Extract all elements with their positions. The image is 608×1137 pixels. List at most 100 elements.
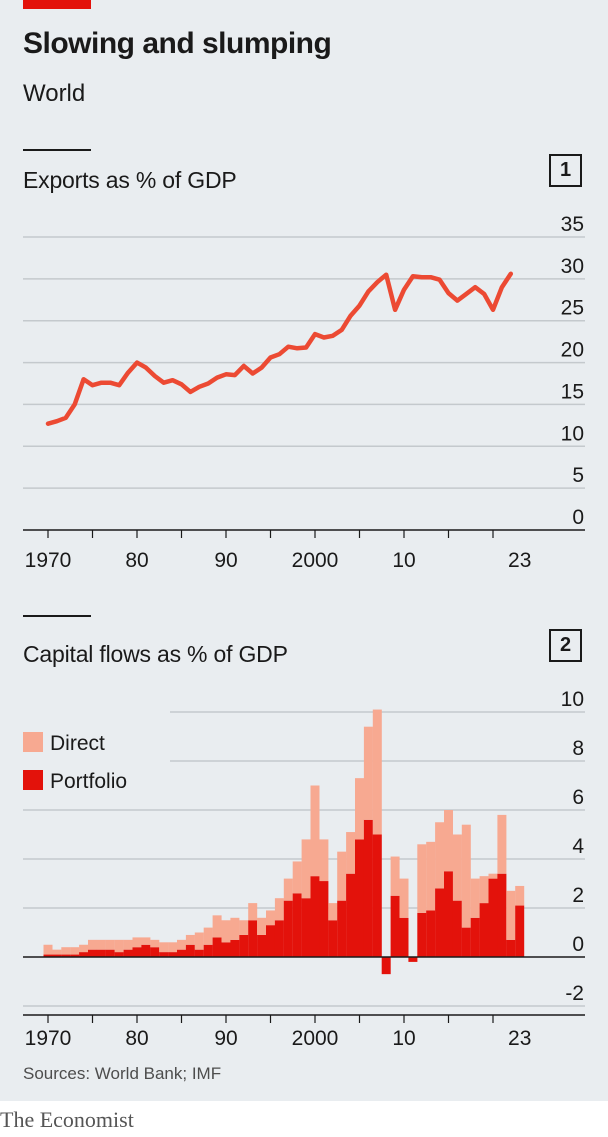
portfolio-bar <box>328 920 338 957</box>
portfolio-bar <box>417 912 427 957</box>
direct-bar <box>328 903 338 921</box>
direct-bar <box>123 939 133 950</box>
direct-bar <box>177 939 186 950</box>
portfolio-bar <box>105 949 115 957</box>
y-tick-label: 0 <box>572 933 584 956</box>
direct-bar <box>266 910 275 926</box>
y-tick-label: 15 <box>561 380 584 403</box>
chart1-number-badge: 1 <box>549 154 582 187</box>
portfolio-bar <box>301 898 311 957</box>
y-tick-label: 6 <box>572 786 584 809</box>
x-tick-label: 90 <box>214 1027 237 1050</box>
y-tick-label: -2 <box>565 982 584 1005</box>
portfolio-bar <box>310 876 320 957</box>
portfolio-bar <box>283 900 293 957</box>
direct-bar <box>399 878 409 918</box>
direct-bar <box>283 878 293 901</box>
portfolio-bar <box>177 949 186 957</box>
y-tick-label: 5 <box>572 464 584 487</box>
portfolio-bar <box>346 873 356 957</box>
portfolio-bar <box>319 881 329 957</box>
direct-bar <box>515 885 525 906</box>
x-tick-label: 80 <box>125 549 148 572</box>
portfolio-bar <box>266 925 275 957</box>
direct-bar <box>114 939 124 953</box>
portfolio-bar <box>185 944 195 957</box>
chart2-rule <box>23 615 91 617</box>
portfolio-bar <box>452 900 462 957</box>
y-tick-label: 30 <box>561 255 584 278</box>
y-tick-label: 25 <box>561 297 584 320</box>
direct-bar <box>390 856 400 896</box>
x-tick-label: 2000 <box>292 549 339 572</box>
portfolio-bar <box>114 952 124 957</box>
portfolio-bar <box>274 920 284 957</box>
direct-bar <box>248 903 258 921</box>
portfolio-bar <box>257 934 267 957</box>
x-tick-label: 1970 <box>25 1027 72 1050</box>
x-tick-label: 1970 <box>25 549 72 572</box>
portfolio-bar <box>123 949 133 957</box>
portfolio-bar <box>470 917 480 957</box>
direct-bar <box>346 832 356 874</box>
direct-bar <box>337 851 347 901</box>
direct-bar <box>488 873 498 879</box>
x-tick-label: 23 <box>508 1027 531 1050</box>
direct-bar <box>168 942 178 953</box>
x-tick-label: 10 <box>392 549 415 572</box>
direct-bar <box>141 937 151 945</box>
direct-bar <box>310 785 320 877</box>
y-tick-label: 8 <box>572 737 584 760</box>
direct-bar <box>444 810 453 872</box>
chart1-title: Exports as % of GDP <box>23 167 237 193</box>
portfolio-bar <box>479 903 489 957</box>
direct-bar <box>452 834 462 901</box>
y-tick-label: 20 <box>561 339 584 362</box>
portfolio-bar <box>390 895 400 957</box>
direct-bar <box>257 917 267 935</box>
direct-bar <box>185 934 195 945</box>
portfolio-bar <box>292 893 302 957</box>
x-tick-label: 2000 <box>292 1027 339 1050</box>
direct-bar <box>426 841 436 911</box>
portfolio-bar <box>248 920 258 957</box>
publisher-logo: The Economist <box>0 1107 134 1132</box>
portfolio-bar <box>515 905 525 957</box>
portfolio-bar <box>355 839 364 957</box>
portfolio-bar <box>363 819 373 957</box>
portfolio-bar <box>399 917 409 957</box>
direct-bar <box>230 917 240 940</box>
direct-bar <box>479 876 489 904</box>
direct-bar <box>372 709 382 835</box>
direct-bar <box>212 915 222 938</box>
portfolio-bar <box>337 900 347 957</box>
direct-bar <box>159 942 169 953</box>
portfolio-bar <box>43 954 53 957</box>
portfolio-bar <box>79 952 89 957</box>
direct-bar <box>132 937 142 948</box>
portfolio-bar <box>203 944 213 957</box>
y-tick-label: 10 <box>561 422 584 445</box>
capital-flows-bar-chart: -2 0 2 4 6 8 10 1970 80 90 2000 10 23 Direct Portfolio <box>23 688 585 1050</box>
direct-bar <box>79 944 89 953</box>
portfolio-bar <box>488 878 498 957</box>
legend-label-portfolio: Portfolio <box>50 770 127 793</box>
direct-bar <box>470 878 480 918</box>
portfolio-bar <box>159 952 169 957</box>
exports-line-chart: 0 5 10 15 20 25 30 35 1970 80 90 2000 10 23 <box>23 213 585 572</box>
direct-bar <box>52 949 62 955</box>
portfolio-bar <box>141 944 151 957</box>
direct-bar <box>43 944 53 955</box>
direct-bar <box>301 839 311 899</box>
legend-swatch-direct <box>23 732 43 752</box>
legend-label-direct: Direct <box>50 732 105 755</box>
direct-bar <box>506 890 516 940</box>
direct-bar <box>203 927 213 945</box>
portfolio-bar <box>61 954 71 957</box>
portfolio-bar <box>132 947 142 957</box>
portfolio-bar <box>230 939 240 957</box>
portfolio-bar <box>435 888 445 957</box>
portfolio-bar <box>168 952 178 957</box>
portfolio-bar <box>212 937 222 957</box>
page-subtitle: World <box>23 80 86 107</box>
